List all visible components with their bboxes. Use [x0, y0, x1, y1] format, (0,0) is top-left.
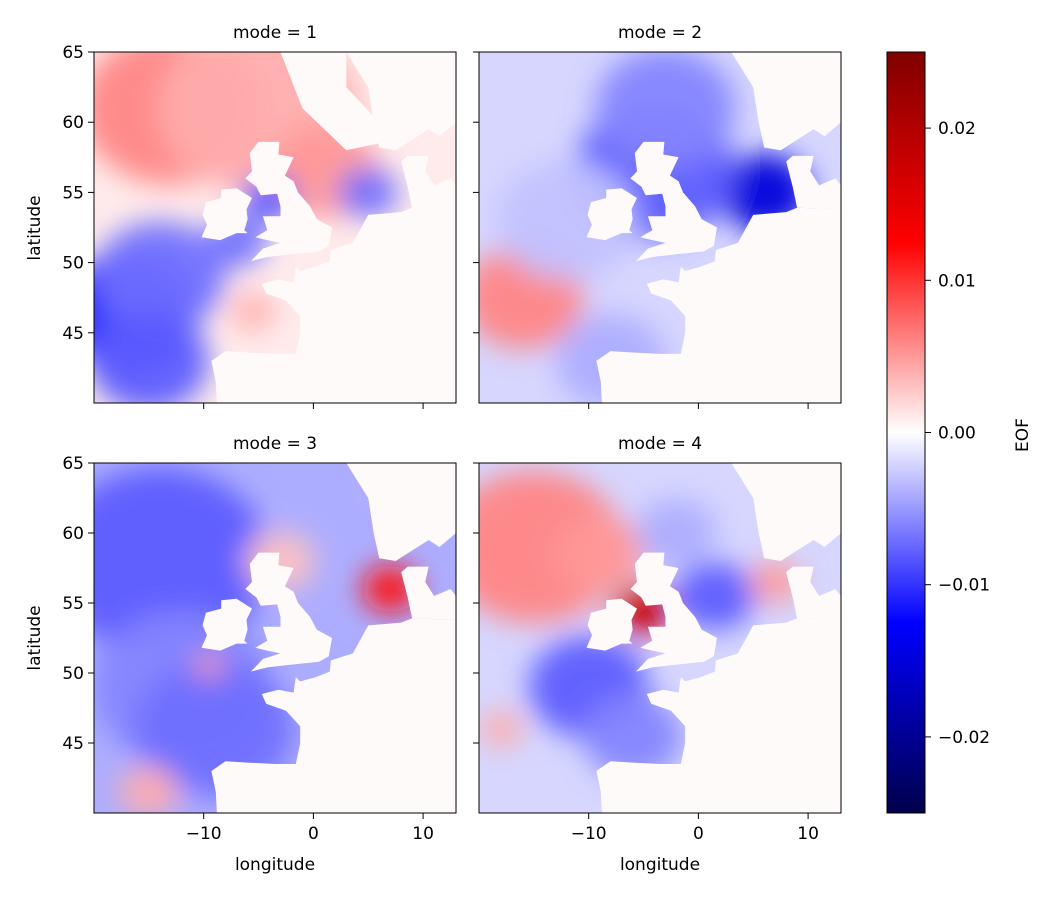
colorbar-label: EOF — [1013, 418, 1033, 452]
panel-frame-4 — [478, 462, 842, 814]
colorbar-tick-label: −0.02 — [938, 728, 990, 748]
x-tick-label: 10 — [412, 824, 434, 844]
eof-anomaly — [582, 693, 683, 779]
panel-mode-4 — [479, 463, 841, 813]
y-tick-label: 60 — [62, 113, 84, 133]
eof-anomaly — [554, 515, 645, 593]
land-continent — [596, 618, 841, 813]
panel-frame-2 — [478, 51, 842, 404]
eof-anomaly — [231, 293, 276, 331]
land-ireland — [201, 188, 252, 241]
land-continent — [596, 207, 841, 403]
land-scandinavia — [731, 463, 841, 561]
eof-anomaly — [94, 309, 209, 403]
panel-mode-3 — [94, 463, 456, 813]
panel-frame-1 — [93, 51, 457, 404]
land-britain — [245, 552, 332, 672]
colorbar-tick-label: 0.00 — [938, 424, 976, 444]
eof-anomaly — [595, 52, 736, 168]
x-tick-label: 0 — [308, 824, 319, 844]
y-tick-label: 65 — [62, 43, 84, 63]
land-ireland — [586, 598, 637, 651]
x-axis-label-right: longitude — [620, 855, 700, 875]
panel-title-4: mode = 4 — [618, 434, 702, 454]
land-jutland — [786, 155, 841, 210]
eof-anomaly — [195, 654, 224, 678]
eof-anomaly — [674, 562, 755, 630]
y-tick-label: 55 — [62, 183, 84, 203]
panel-title-3: mode = 3 — [233, 434, 317, 454]
y-tick-label: 60 — [62, 524, 84, 544]
land-continent — [211, 618, 456, 813]
y-tick-label: 45 — [62, 734, 84, 754]
y-tick-label: 65 — [62, 454, 84, 474]
panel-title-2: mode = 2 — [618, 23, 702, 43]
y-axis-label-bottom: latitude — [25, 605, 45, 670]
y-tick-label: 50 — [62, 254, 84, 274]
eof-anomaly — [496, 161, 637, 280]
colorbar-tick-label: 0.02 — [938, 119, 976, 139]
eof-anomaly — [94, 221, 225, 332]
eof-anomaly — [338, 166, 399, 218]
x-tick-label: 0 — [693, 824, 704, 844]
land-britain — [630, 552, 717, 672]
land-jutland — [401, 566, 456, 620]
eof-field — [479, 470, 801, 779]
land-ireland — [586, 188, 637, 241]
colorbar-tick-label: 0.01 — [938, 271, 976, 291]
x-tick-label: 10 — [797, 824, 819, 844]
x-tick-label: −10 — [571, 824, 607, 844]
axis-ticks: 45 50 55 60 65 −10 0 10 45 50 55 60 65 −10 0 10 — [62, 43, 819, 844]
eof-anomaly — [118, 766, 179, 813]
colorbar — [886, 51, 926, 814]
land-scandinavia — [731, 52, 841, 151]
land-continent — [211, 207, 456, 403]
panel-mode-1 — [94, 52, 456, 403]
land-north-sea-mask — [280, 52, 380, 151]
eof-anomaly — [636, 499, 717, 567]
land-scandinavia — [346, 463, 456, 561]
y-tick-label: 45 — [62, 324, 84, 344]
land-britain — [630, 141, 717, 262]
colorbar-ticks: −0.02 −0.01 0.00 0.01 0.02 — [925, 119, 990, 748]
land-britain — [245, 141, 332, 262]
y-tick-label: 50 — [62, 664, 84, 684]
y-axis-label-top: latitude — [25, 195, 45, 260]
x-axis-label-left: longitude — [235, 855, 315, 875]
eof-anomaly — [479, 710, 523, 748]
land-ireland — [201, 598, 252, 651]
land-scandinavia — [346, 52, 456, 151]
panel-frame-3 — [93, 462, 457, 814]
land-jutland — [401, 155, 456, 210]
x-tick-label: −10 — [186, 824, 222, 844]
colorbar-tick-label: −0.01 — [938, 576, 990, 596]
y-tick-label: 55 — [62, 594, 84, 614]
land-jutland — [786, 566, 841, 620]
panel-title-1: mode = 1 — [233, 23, 317, 43]
panel-mode-2 — [479, 52, 841, 403]
eof-anomaly — [719, 154, 810, 231]
